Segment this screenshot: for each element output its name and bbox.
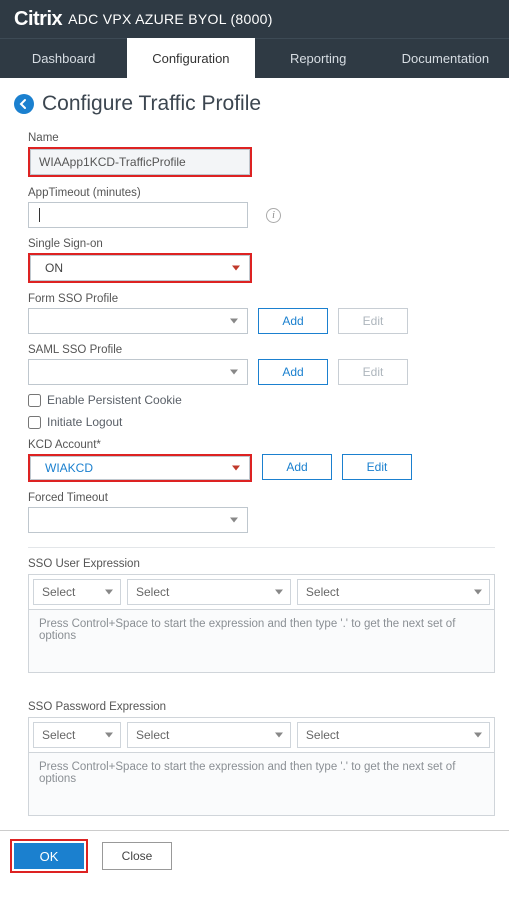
main-tabs: Dashboard Configuration Reporting Docume… <box>0 38 509 78</box>
brand-bold: Citrix <box>14 8 62 31</box>
samlsso-label: SAML SSO Profile <box>28 344 495 356</box>
sso-user-expr-sel2[interactable]: Select <box>127 579 291 605</box>
sso-pwd-expr-row: Select Select Select <box>28 717 495 753</box>
sso-select[interactable]: ON <box>30 255 250 281</box>
tab-reporting[interactable]: Reporting <box>255 38 382 78</box>
info-icon[interactable]: i <box>266 208 281 223</box>
sso-user-expr-sel3[interactable]: Select <box>297 579 490 605</box>
name-input[interactable]: WIAApp1KCD-TrafficProfile <box>30 149 250 175</box>
kcd-edit-button[interactable]: Edit <box>342 454 412 480</box>
name-label: Name <box>28 132 495 144</box>
sso-user-expr-hint[interactable]: Press Control+Space to start the express… <box>28 610 495 673</box>
forced-timeout-select[interactable] <box>28 507 248 533</box>
apptimeout-label: AppTimeout (minutes) <box>28 187 495 199</box>
persistent-cookie-row[interactable]: Enable Persistent Cookie <box>28 393 495 407</box>
ok-button[interactable]: OK <box>14 843 84 869</box>
sso-pwd-expr-sel3[interactable]: Select <box>297 722 490 748</box>
divider <box>28 547 495 548</box>
sso-user-expr-label: SSO User Expression <box>28 558 495 570</box>
app-header: Citrix ADC VPX AZURE BYOL (8000) <box>0 0 509 38</box>
sso-pwd-expr-hint[interactable]: Press Control+Space to start the express… <box>28 753 495 816</box>
name-value: WIAApp1KCD-TrafficProfile <box>39 155 186 169</box>
persistent-cookie-label: Enable Persistent Cookie <box>47 393 182 407</box>
sso-pwd-expr-sel1[interactable]: Select <box>33 722 121 748</box>
page-title: Configure Traffic Profile <box>42 92 261 116</box>
sso-pwd-expr-label: SSO Password Expression <box>28 701 495 713</box>
initiate-logout-label: Initiate Logout <box>47 415 122 429</box>
sso-user-expr-row: Select Select Select <box>28 574 495 610</box>
footer-actions: OK Close <box>0 830 509 881</box>
apptimeout-input[interactable] <box>28 202 248 228</box>
formsso-label: Form SSO Profile <box>28 293 495 305</box>
samlsso-add-button[interactable]: Add <box>258 359 328 385</box>
tab-dashboard[interactable]: Dashboard <box>0 38 127 78</box>
formsso-select[interactable] <box>28 308 248 334</box>
sso-label: Single Sign-on <box>28 238 495 250</box>
sso-value: ON <box>39 261 63 275</box>
forced-timeout-label: Forced Timeout <box>28 492 495 504</box>
tab-documentation[interactable]: Documentation <box>382 38 509 78</box>
kcd-value: WIAKCD <box>39 461 93 475</box>
close-button[interactable]: Close <box>102 842 172 870</box>
kcd-select[interactable]: WIAKCD <box>30 456 250 480</box>
samlsso-edit-button: Edit <box>338 359 408 385</box>
samlsso-select[interactable] <box>28 359 248 385</box>
page-content: Configure Traffic Profile Name WIAApp1KC… <box>0 78 509 830</box>
sso-user-expr-sel1[interactable]: Select <box>33 579 121 605</box>
persistent-cookie-checkbox[interactable] <box>28 394 41 407</box>
tab-configuration[interactable]: Configuration <box>127 38 254 78</box>
formsso-add-button[interactable]: Add <box>258 308 328 334</box>
kcd-add-button[interactable]: Add <box>262 454 332 480</box>
sso-pwd-expr-sel2[interactable]: Select <box>127 722 291 748</box>
initiate-logout-checkbox[interactable] <box>28 416 41 429</box>
initiate-logout-row[interactable]: Initiate Logout <box>28 415 495 429</box>
brand-rest: ADC VPX AZURE BYOL (8000) <box>68 11 273 27</box>
formsso-edit-button: Edit <box>338 308 408 334</box>
kcd-label: KCD Account* <box>28 439 495 451</box>
back-button[interactable] <box>14 94 34 114</box>
